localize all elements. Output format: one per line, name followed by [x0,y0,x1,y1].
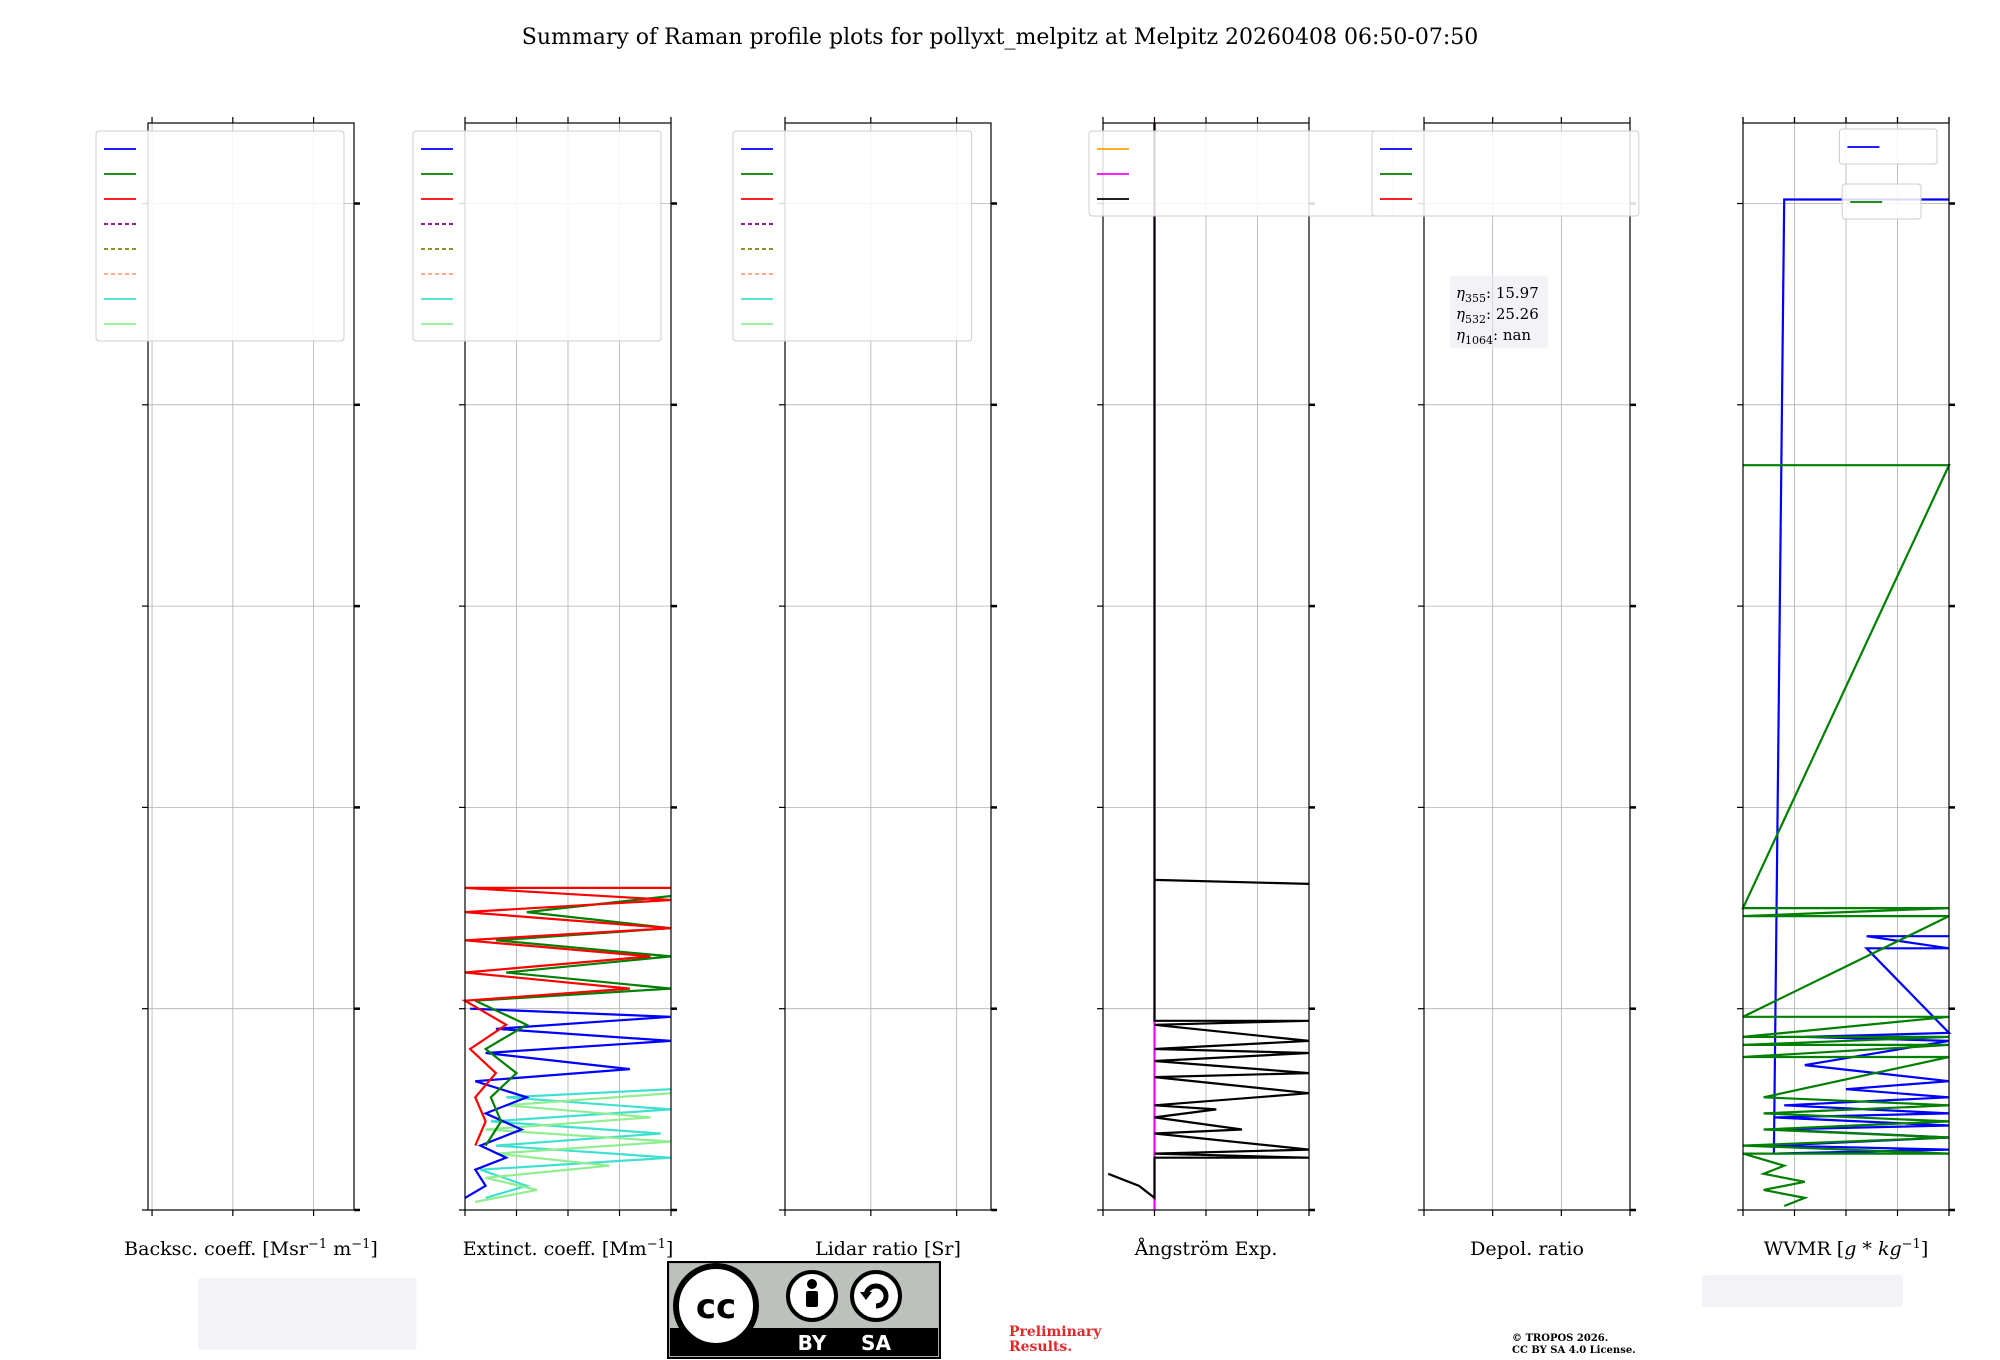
panel-bsc: Backsc. coeff. [Msr−1 m−1] [95,117,417,1350]
bsc-annotation-box [198,1278,417,1350]
wvmr-xlabel: WVMR [g * kg−1] [1764,1237,1929,1260]
copyright-line2: CC BY SA 4.0 License. [1512,1345,1636,1356]
ae-legend [1088,130,1394,217]
by-person-head [807,1279,817,1289]
wvmr-annotation-box [1702,1275,1903,1307]
by-person-body [806,1291,818,1307]
depol-eta-line: η532: 25.26 [1456,305,1539,326]
ext-series-aerExt_raman_355_FR [464,1007,672,1199]
ext-series-aerExt_raman_532_NR [475,1092,672,1203]
ext-legend [412,130,662,342]
bsc-axes-frame [147,122,355,1211]
cc-circle-icon [673,1263,759,1349]
ae-series-AE_parExt_355_532_Raman_FR [1107,123,1310,1201]
depol-axes-frame [1423,122,1631,1211]
panel-ae: Ångström Exp. [1088,117,1394,1260]
sa-arrow-arc [863,1283,889,1309]
cc-license-badge: cc BY SA [667,1261,941,1359]
lr-axes-frame [784,122,992,1211]
sa-share-icon [850,1270,902,1322]
ae-xlabel: Ångström Exp. [1134,1238,1278,1260]
panel-wvmr: WVMR [g * kg−1] [1702,117,1955,1307]
wvmr-series-WVMR [1772,198,1952,1155]
panels: Backsc. coeff. [Msr−1 m−1] Extinct. coeff… [95,117,1955,1350]
depol-legend-box [1371,130,1640,217]
sa-arrow-head [860,1292,872,1300]
wvmr-legend-box [1838,128,1938,165]
bsc-xlabel: Backsc. coeff. [Msr−1 m−1] [124,1237,378,1260]
figure-title: Summary of Raman profile plots for polly… [522,25,1479,50]
ext-series-aerExt_raman_1064_FR [461,886,672,1147]
lr-legend [732,130,973,342]
preliminary-line1: Preliminary [1009,1324,1102,1340]
wvmr-legend2 [1841,183,1922,220]
lr-xlabel: Lidar ratio [Sr] [815,1238,961,1260]
by-label: BY [798,1331,827,1355]
copyright-line1: © TROPOS 2026. [1512,1333,1608,1344]
panel-lr: Lidar ratio [Sr] [732,117,997,1260]
depol-eta-box [1450,276,1548,348]
bsc-legend [95,130,345,342]
lr-legend-box [732,130,973,342]
depol-legend [1371,130,1640,217]
wvmr-legend [1838,128,1938,165]
bsc-legend-box [95,130,345,342]
preliminary-line2: Results. [1009,1339,1072,1355]
depol-eta-line: η1064: nan [1456,326,1531,347]
ext-legend-box [412,130,662,342]
depol-xlabel: Depol. ratio [1470,1238,1584,1260]
depol-eta-line: η355: 15.97 [1456,284,1539,305]
panel-ext: Extinct. coeff. [Mm−1] [412,117,677,1260]
ext-series-aerExt_raman_355_NR [480,1088,672,1199]
ext-xlabel: Extinct. coeff. [Mm−1] [463,1237,674,1260]
wvmr-series-RH [1741,464,1951,1208]
sa-label: SA [861,1331,891,1355]
ae-legend-box [1088,130,1394,217]
cc-logo-text: cc [696,1287,736,1327]
